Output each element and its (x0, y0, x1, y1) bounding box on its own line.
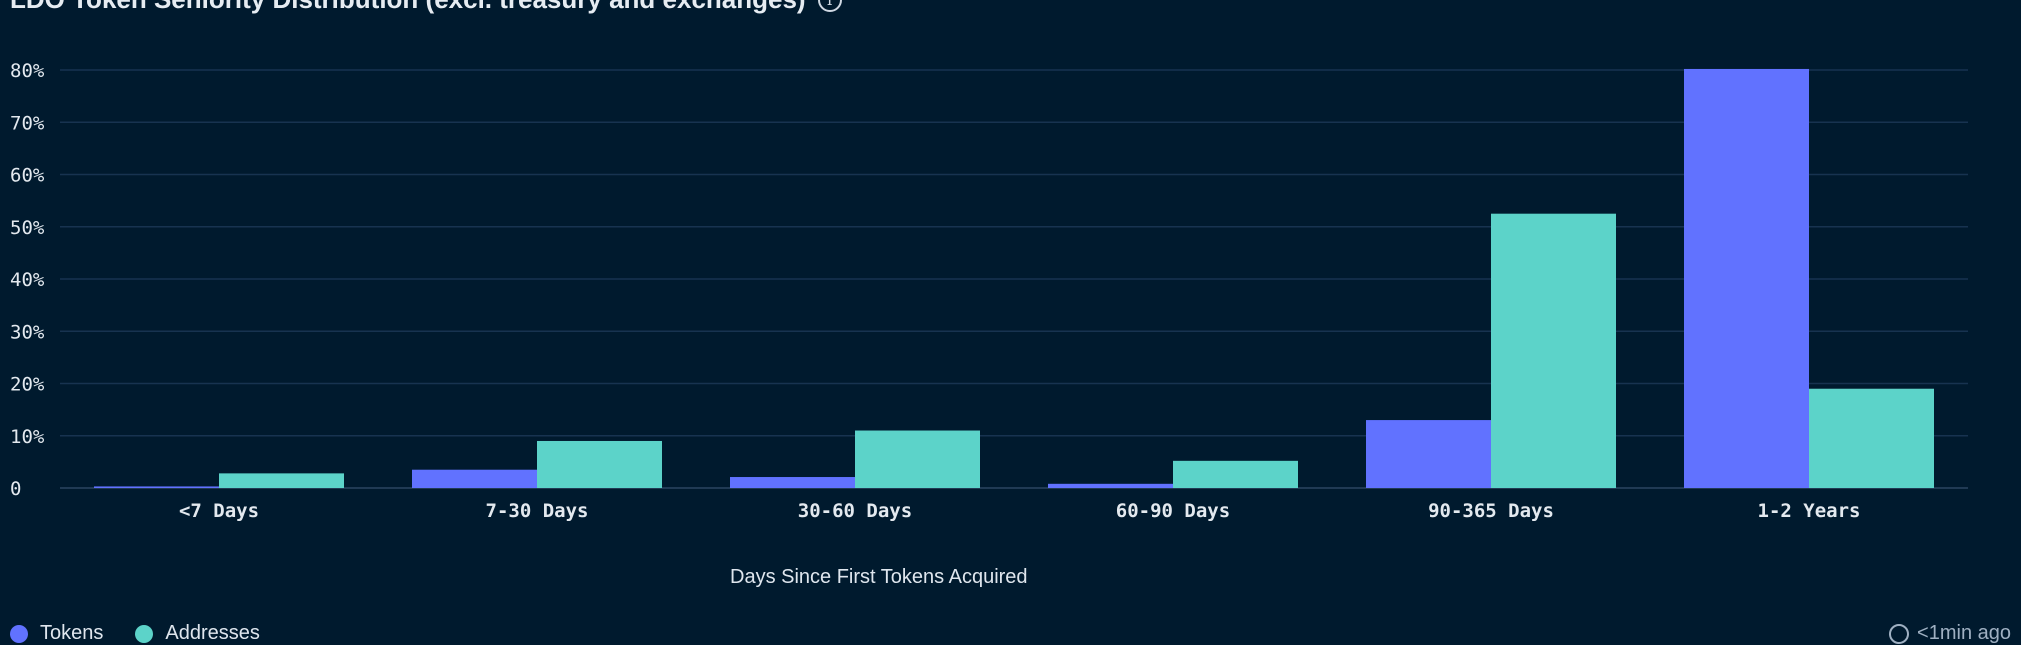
bar-addresses-3[interactable] (1173, 460, 1298, 488)
y-tick-label: 60% (10, 165, 45, 187)
y-tick-label: 50% (10, 217, 45, 239)
y-tick-label: 40% (10, 269, 45, 291)
x-category-label: 30-60 Days (798, 500, 912, 522)
y-tick-label: 0 (10, 478, 21, 500)
bar-addresses-2[interactable] (855, 430, 980, 488)
chart-title-text: LDO Token Seniority Distribution (excl. … (10, 0, 806, 15)
x-category-label: 7-30 Days (486, 500, 589, 522)
x-category-label: 60-90 Days (1116, 500, 1230, 522)
x-axis-title: Days Since First Tokens Acquired (730, 566, 1028, 588)
x-category-label: 90-365 Days (1428, 500, 1554, 522)
bar-tokens-0[interactable] (94, 486, 219, 488)
bar-tokens-3[interactable] (1048, 483, 1173, 488)
chart-title: LDO Token Seniority Distribution (excl. … (10, 0, 842, 15)
y-axis-ticks: 0 10% 20% 30% 40% 50% 60% 70% 80% (10, 60, 45, 500)
x-axis-categories: <7 Days 7-30 Days 30-60 Days 60-90 Days 90-3… (179, 500, 1861, 522)
bar-addresses-4[interactable] (1491, 213, 1616, 488)
y-tick-label: 20% (10, 374, 45, 396)
y-tick-label: 70% (10, 112, 45, 134)
bar-tokens-2[interactable] (730, 477, 855, 488)
bar-addresses-0[interactable] (219, 473, 344, 488)
bar-addresses-1[interactable] (537, 440, 662, 488)
x-category-label: <7 Days (179, 500, 259, 522)
y-tick-label: 80% (10, 60, 45, 82)
bar-tokens-4[interactable] (1366, 420, 1491, 488)
bars (94, 68, 1934, 488)
grid-lines (60, 69, 1968, 489)
bar-tokens-1[interactable] (412, 469, 537, 488)
x-category-label: 1-2 Years (1758, 500, 1861, 522)
bar-tokens-5[interactable] (1684, 68, 1809, 488)
bar-addresses-5[interactable] (1809, 388, 1934, 488)
y-tick-label: 30% (10, 321, 45, 343)
bar-chart: 0 10% 20% 30% 40% 50% 60% 70% 80% <7 Days 7-30 Da… (10, 60, 1968, 522)
y-tick-label: 10% (10, 426, 45, 448)
